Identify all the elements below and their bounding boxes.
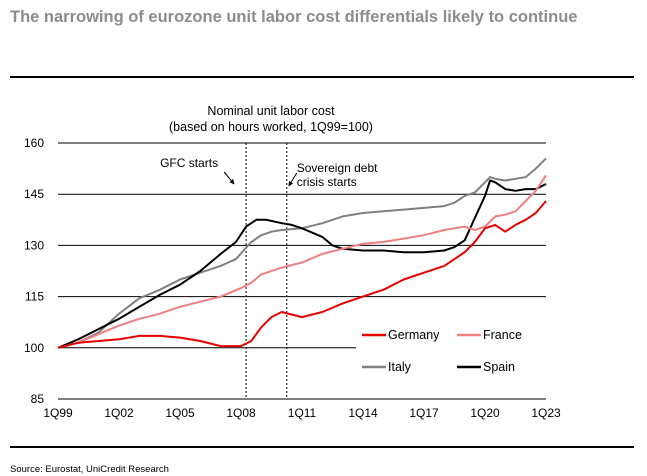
y-tick-label: 145 <box>24 187 44 201</box>
x-tick-label: 1Q08 <box>226 406 256 420</box>
y-tick-label: 85 <box>31 392 45 406</box>
annotation-arrow <box>288 172 298 187</box>
y-axis: 85 100 115 130 145 160 <box>24 136 44 406</box>
series-lines <box>57 157 547 349</box>
y-tick-label: 160 <box>24 136 44 150</box>
source-note: Source: Eurostat, UniCredit Research <box>10 464 169 475</box>
x-tick-label: 1Q02 <box>104 406 134 420</box>
x-tick-label: 1Q23 <box>531 406 561 420</box>
annotation-sovereign: crisis starts <box>297 175 357 189</box>
series-line-france <box>57 174 547 349</box>
annotation-gfc: GFC starts <box>160 156 218 170</box>
x-tick-label: 1Q11 <box>288 406 317 420</box>
legend-label-germany: Germany <box>388 328 440 342</box>
series-line-italy <box>57 157 547 349</box>
chart-subtitle: (based on hours worked, 1Q99=100) <box>169 120 373 134</box>
legend-label-italy: Italy <box>388 360 412 374</box>
legend: Germany France Italy Spain <box>362 328 522 374</box>
x-tick-label: 1Q17 <box>409 406 439 420</box>
page-title: The narrowing of eurozone unit labor cos… <box>10 8 578 26</box>
x-axis: 1Q99 1Q02 1Q05 1Q08 1Q11 1Q14 1Q17 1Q20 1Q23 <box>43 406 561 420</box>
legend-label-france: France <box>483 328 522 342</box>
annotation-sovereign: Sovereign debt <box>297 161 378 175</box>
x-tick-label: 1Q99 <box>43 406 73 420</box>
top-divider <box>10 76 634 78</box>
y-tick-label: 130 <box>24 238 44 252</box>
series-line-germany <box>57 200 547 349</box>
grid-lines <box>58 142 546 400</box>
series-line-spain <box>57 179 547 349</box>
y-tick-label: 115 <box>25 290 44 304</box>
x-tick-label: 1Q14 <box>348 406 378 420</box>
legend-label-spain: Spain <box>483 360 515 374</box>
bottom-divider <box>10 446 634 448</box>
y-tick-label: 100 <box>24 341 44 355</box>
chart-title: Nominal unit labor cost <box>207 104 335 118</box>
annotation-arrow <box>223 171 235 185</box>
x-tick-label: 1Q05 <box>165 406 195 420</box>
x-tick-label: 1Q20 <box>470 406 500 420</box>
